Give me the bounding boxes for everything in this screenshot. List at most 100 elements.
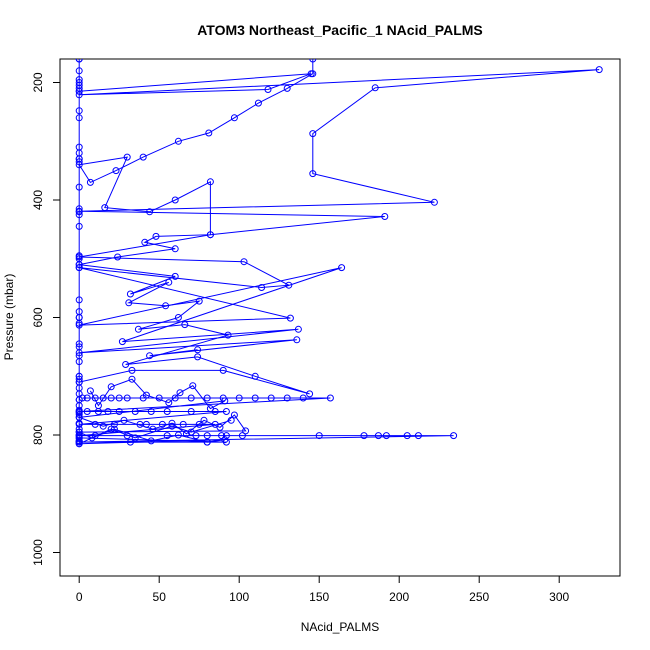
data-point [216,423,224,431]
data-point [75,79,83,86]
data-point [174,314,182,321]
plot-frame [59,58,621,577]
data-point [75,87,83,95]
data-point [195,297,203,305]
data-point [221,397,229,405]
data-point [187,394,195,402]
data-point [86,387,94,395]
data-point [299,394,307,402]
y-tick-label: 600 [31,307,45,327]
data-point [171,196,179,204]
data-point [147,408,155,415]
data-point [146,208,154,216]
data-point [179,420,187,428]
x-tick-label: 50 [153,590,167,604]
data-point [450,432,458,440]
data-point [75,107,83,115]
data-point [118,338,126,346]
data-point [75,378,83,386]
series-line [78,59,314,395]
data-point [168,419,176,427]
data-point [126,290,134,298]
data-point [75,222,83,230]
data-point [146,352,154,360]
data-point [75,428,83,436]
x-tick-label: 100 [229,590,249,604]
data-point [75,161,83,169]
data-point [206,231,214,239]
data-point [149,425,157,433]
data-point [293,336,301,344]
data-point [338,264,346,272]
data-point [171,394,179,402]
data-point [101,204,109,212]
data-point [309,170,317,178]
data-point [240,258,248,266]
data-point [309,70,317,78]
data-point [83,408,91,415]
x-tick-label: 300 [549,590,569,604]
data-point [75,59,83,63]
data-point [142,391,150,399]
y-tick-label: 400 [31,190,45,210]
data-point [168,422,176,430]
data-point [194,346,202,354]
data-point [206,405,214,413]
data-point [382,432,390,440]
data-point [94,402,102,410]
data-point [75,261,83,269]
data-point [165,399,173,407]
data-point [75,314,83,321]
data-point [171,245,179,253]
data-point [75,440,83,448]
data-point [235,394,243,402]
data-point [187,408,195,415]
data-point [99,394,107,402]
data-point [285,281,293,289]
plot-area [75,59,603,448]
data-point [181,321,189,329]
data-point [222,408,230,415]
data-point [230,114,238,122]
data-point [131,434,139,442]
chart-title: ATOM3 Northeast_Pacific_1 NAcid_PALMS [197,22,483,38]
data-point [200,416,208,424]
data-point [114,253,122,261]
data-point [286,314,294,322]
data-point [75,253,83,261]
data-point [283,84,291,92]
data-point [251,394,259,402]
x-axis-label: NAcid_PALMS [301,620,379,634]
data-point [125,299,133,307]
data-point [203,438,211,446]
y-tick-label: 1000 [31,539,45,566]
data-point [115,408,123,415]
x-tick-label: 0 [76,590,83,604]
x-axis: 0 50 100 150 200 250 300 [76,575,570,604]
data-point [182,430,190,438]
data-point [294,325,302,333]
data-point [107,394,115,402]
data-point [163,432,171,440]
data-point [238,432,246,440]
data-point [309,130,317,138]
data-point [267,394,275,402]
data-point [99,422,107,430]
data-point [227,416,235,424]
data-point [78,394,86,402]
data-point [195,420,203,428]
data-point [381,213,389,220]
data-point [206,178,214,186]
y-axis: 200 400 600 800 1000 [31,72,61,566]
x-tick-label: 200 [389,590,409,604]
y-axis-label: Pressure (mbar) [2,274,16,361]
data-point [219,366,227,374]
data-point [254,99,262,107]
data-point [134,325,142,333]
data-point [152,232,160,240]
data-point [315,432,323,440]
data-point [75,296,83,304]
data-point [110,420,118,428]
data-point [75,349,83,357]
data-point [221,436,229,444]
